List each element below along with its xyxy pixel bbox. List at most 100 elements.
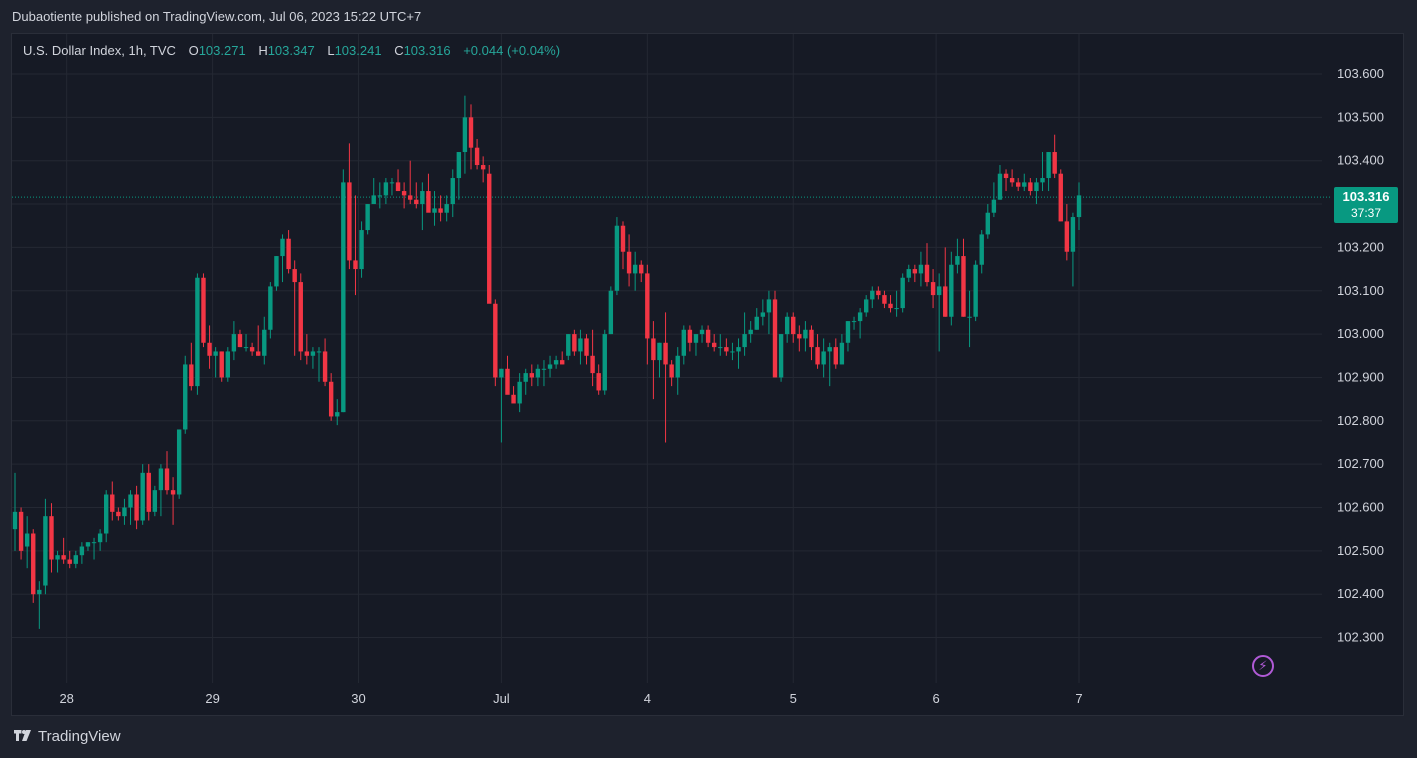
candle-body (736, 347, 741, 352)
price-tick-label: 103.200 (1337, 239, 1384, 254)
candle-body (298, 282, 303, 352)
candle (110, 481, 115, 521)
candle-body (645, 273, 650, 339)
candle-body (602, 334, 607, 391)
price-tick-label: 102.500 (1337, 543, 1384, 558)
candle-body (815, 347, 820, 365)
candle (930, 269, 936, 309)
candle-body (55, 555, 60, 560)
candle-body (730, 351, 735, 353)
candle-body (243, 347, 249, 349)
candle-body (371, 195, 376, 205)
candle-body (541, 368, 547, 370)
candle-body (517, 381, 522, 404)
candle (116, 507, 121, 521)
candle-body (110, 494, 115, 512)
candle-body (24, 533, 30, 547)
candle (18, 507, 24, 560)
lightning-bolt-icon[interactable]: ⚡︎ (1252, 655, 1274, 677)
time-tick-label: 29 (205, 691, 219, 706)
candle (85, 542, 91, 551)
price-tick-label: 103.000 (1337, 326, 1384, 341)
candle (61, 537, 66, 564)
legend-close-value: 103.316 (403, 43, 451, 58)
candle-body (256, 351, 261, 356)
candle (146, 464, 151, 521)
candle (712, 334, 717, 352)
candle (55, 550, 60, 573)
candle (560, 351, 565, 365)
candle (195, 273, 200, 395)
candle-body (827, 347, 832, 352)
candle (949, 251, 954, 326)
candle-body (626, 251, 632, 274)
candle-body (900, 277, 905, 309)
candle (620, 221, 626, 270)
candle (857, 308, 863, 339)
candle (797, 325, 802, 352)
candle (1003, 169, 1009, 192)
candle-body (377, 195, 382, 197)
candle-body (134, 494, 139, 521)
time-tick-label: 6 (933, 691, 940, 706)
candle (699, 325, 705, 343)
candle-body (918, 264, 924, 274)
candle-body (857, 312, 863, 322)
candle (851, 316, 857, 330)
candle-body (268, 286, 273, 330)
candle (401, 182, 407, 209)
candle-body (140, 472, 145, 521)
candle (730, 342, 735, 361)
candle (936, 273, 942, 352)
grid-lines (12, 34, 1322, 683)
candle-body (784, 316, 790, 335)
candle (815, 334, 820, 369)
candle (365, 204, 370, 235)
candle-body (43, 516, 48, 586)
candle (353, 195, 358, 296)
tradingview-logo[interactable]: TradingView (12, 728, 121, 745)
candle-body (474, 147, 480, 166)
candle-body (401, 191, 407, 196)
candle-body (104, 494, 109, 534)
candle (1058, 169, 1063, 222)
candle-body (292, 269, 297, 283)
candle-body (523, 373, 528, 382)
candle-body (170, 490, 176, 495)
candle (912, 264, 918, 283)
legend-close-label: C (394, 43, 404, 58)
candle-body (724, 347, 729, 352)
candle-body (37, 589, 42, 595)
candle (462, 95, 468, 174)
candle-body (809, 329, 814, 348)
candle (31, 529, 36, 603)
candle (870, 286, 875, 309)
candle (876, 286, 881, 300)
legend-symbol[interactable]: U.S. Dollar Index, 1h, TVC (23, 43, 176, 58)
candle (596, 364, 601, 395)
candle (377, 182, 382, 209)
candle (1070, 212, 1076, 287)
candle (864, 295, 869, 317)
candle-body (882, 295, 887, 304)
candle (73, 550, 78, 569)
top-bar: Dubaotiente published on TradingView.com… (0, 0, 1417, 33)
candle (432, 191, 437, 226)
bar-countdown: 37:37 (1350, 206, 1382, 220)
candle (170, 477, 176, 525)
chart-frame[interactable] (11, 33, 1404, 716)
candle (49, 503, 54, 573)
candle (480, 156, 486, 183)
candle-body (760, 312, 766, 317)
candle (906, 264, 911, 283)
last-price-tag: 103.316 37:37 (1334, 187, 1398, 223)
candle (766, 290, 772, 335)
candle-body (420, 191, 425, 205)
candle (1009, 169, 1015, 187)
candle-body (529, 373, 534, 378)
candle (304, 334, 310, 365)
candle (122, 498, 127, 525)
candle (675, 347, 680, 395)
price-tick-label: 103.600 (1337, 66, 1384, 81)
